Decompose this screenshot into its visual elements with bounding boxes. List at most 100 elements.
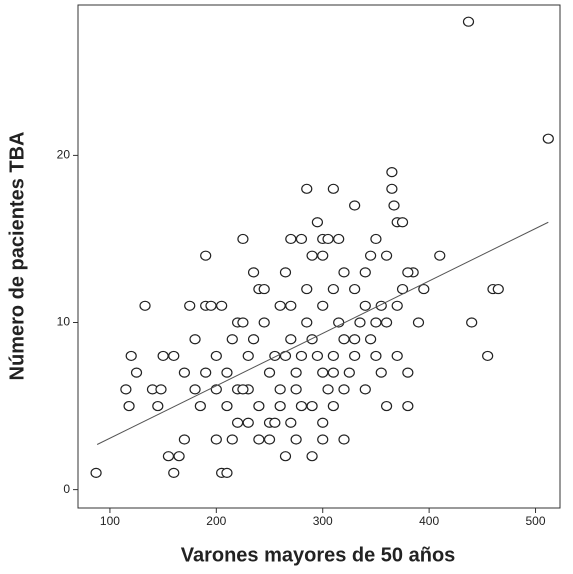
point <box>359 384 371 395</box>
point <box>365 334 377 345</box>
point <box>466 317 478 328</box>
point <box>285 300 297 311</box>
point <box>279 267 292 278</box>
point <box>253 400 265 412</box>
point <box>306 451 318 462</box>
point <box>120 384 132 395</box>
point <box>301 317 313 328</box>
trend-line <box>96 221 549 445</box>
point <box>380 400 393 412</box>
point <box>492 283 504 295</box>
point <box>327 183 339 194</box>
point <box>247 334 260 345</box>
point <box>380 250 393 261</box>
point <box>90 467 102 479</box>
y-tick-label: 0 <box>63 482 70 496</box>
x-tick-label: 300 <box>313 514 333 528</box>
point <box>263 434 276 445</box>
point <box>139 300 151 311</box>
point <box>295 350 308 362</box>
x-tick-label: 100 <box>100 514 120 528</box>
point <box>317 250 329 261</box>
point <box>237 233 249 245</box>
point <box>178 367 191 378</box>
point <box>418 283 430 295</box>
point <box>210 434 222 445</box>
point <box>386 167 398 178</box>
point <box>338 334 350 345</box>
point <box>365 250 377 261</box>
point <box>285 417 297 428</box>
point <box>327 367 339 378</box>
point <box>168 467 180 479</box>
point <box>370 317 382 328</box>
point <box>155 384 167 395</box>
point <box>123 400 135 412</box>
point <box>375 367 387 378</box>
point <box>258 283 270 295</box>
point <box>333 233 345 245</box>
point <box>343 367 355 378</box>
x-tick-label: 400 <box>419 514 439 528</box>
point <box>359 300 371 311</box>
point <box>306 250 318 261</box>
point <box>184 300 196 311</box>
point <box>226 434 238 445</box>
point <box>311 217 324 228</box>
point <box>338 384 350 395</box>
point <box>152 400 164 412</box>
y-tick-label: 10 <box>57 315 71 329</box>
point <box>205 300 217 311</box>
point <box>274 384 286 395</box>
point <box>542 133 554 144</box>
point <box>178 434 191 445</box>
point <box>327 400 339 412</box>
x-tick-label: 200 <box>206 514 226 528</box>
point <box>354 317 366 328</box>
point <box>189 334 201 345</box>
point <box>285 334 297 345</box>
point <box>359 267 371 278</box>
point <box>157 350 169 362</box>
point <box>285 233 297 245</box>
point <box>322 233 334 245</box>
point <box>391 350 403 362</box>
point <box>402 267 414 278</box>
point <box>338 434 350 445</box>
point <box>391 300 403 311</box>
point <box>311 350 324 362</box>
point <box>242 350 254 362</box>
point <box>301 183 313 194</box>
point <box>349 350 361 362</box>
point <box>221 467 233 479</box>
x-tick-label: 500 <box>526 514 546 528</box>
point <box>317 417 329 428</box>
point <box>253 434 265 445</box>
point <box>317 367 329 378</box>
point <box>189 384 201 395</box>
point <box>200 250 212 261</box>
point <box>237 317 249 328</box>
point <box>162 451 175 462</box>
point <box>306 400 318 412</box>
point <box>462 16 475 27</box>
point <box>247 267 260 278</box>
point <box>125 350 137 362</box>
point <box>317 300 329 311</box>
point <box>130 367 143 378</box>
point <box>274 300 286 311</box>
point <box>412 317 425 328</box>
point <box>322 384 334 395</box>
point <box>327 283 339 295</box>
point <box>194 400 206 412</box>
point <box>349 200 361 211</box>
point <box>226 334 238 345</box>
point <box>200 367 212 378</box>
point <box>221 367 233 378</box>
plot-frame <box>77 4 561 509</box>
point <box>327 350 339 362</box>
point <box>242 417 254 428</box>
point <box>269 417 281 428</box>
point <box>290 434 302 445</box>
